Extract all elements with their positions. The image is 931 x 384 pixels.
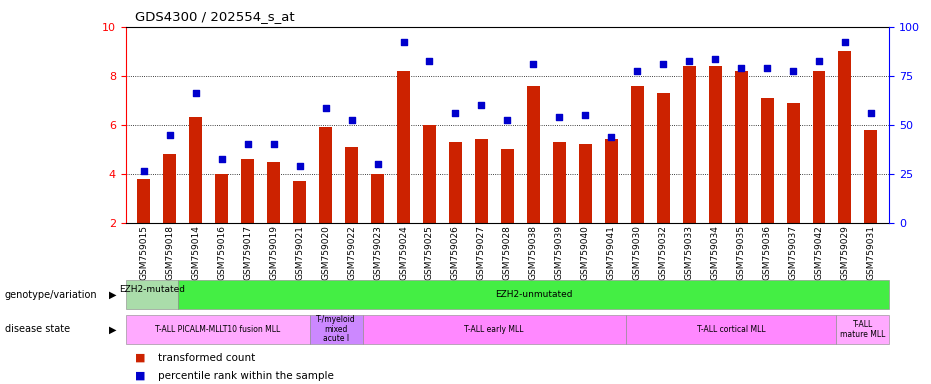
Bar xyxy=(813,71,826,223)
Point xyxy=(422,58,437,64)
Bar xyxy=(708,66,722,223)
Bar xyxy=(475,139,488,223)
Point xyxy=(500,117,515,123)
Point xyxy=(760,65,775,71)
Point xyxy=(604,134,619,140)
Text: percentile rank within the sample: percentile rank within the sample xyxy=(158,371,334,381)
Bar xyxy=(449,142,462,223)
Bar xyxy=(241,159,254,223)
Point xyxy=(162,131,177,138)
Point xyxy=(578,112,593,118)
Point xyxy=(396,38,411,45)
Text: T-ALL early MLL: T-ALL early MLL xyxy=(465,325,524,334)
Point xyxy=(266,141,281,147)
Text: transformed count: transformed count xyxy=(158,353,255,363)
Bar xyxy=(189,118,202,223)
Bar xyxy=(126,315,310,344)
Text: ■: ■ xyxy=(135,371,145,381)
Point xyxy=(318,104,333,111)
Text: GDS4300 / 202554_s_at: GDS4300 / 202554_s_at xyxy=(135,10,294,23)
Text: genotype/variation: genotype/variation xyxy=(5,290,97,300)
Point xyxy=(734,65,749,71)
Bar xyxy=(836,315,889,344)
Bar xyxy=(865,130,877,223)
Bar xyxy=(397,71,410,223)
Point xyxy=(240,141,255,147)
Bar xyxy=(371,174,385,223)
Bar xyxy=(310,315,362,344)
Bar xyxy=(579,144,592,223)
Point xyxy=(786,68,801,74)
Bar xyxy=(527,86,540,223)
Point xyxy=(812,58,827,64)
Text: ■: ■ xyxy=(135,353,145,363)
Bar xyxy=(787,103,800,223)
Text: T-ALL PICALM-MLLT10 fusion MLL: T-ALL PICALM-MLLT10 fusion MLL xyxy=(155,325,280,334)
Point xyxy=(708,56,722,62)
Bar xyxy=(630,86,643,223)
Text: T-/myeloid
mixed
acute l: T-/myeloid mixed acute l xyxy=(317,315,357,343)
Point xyxy=(448,109,463,116)
Text: T-ALL cortical MLL: T-ALL cortical MLL xyxy=(696,325,765,334)
Point xyxy=(655,61,670,67)
Point xyxy=(214,156,229,162)
Bar xyxy=(501,149,514,223)
Bar xyxy=(656,93,669,223)
Bar xyxy=(605,139,618,223)
Point xyxy=(552,114,567,121)
Bar xyxy=(682,66,695,223)
Bar xyxy=(362,315,626,344)
Bar xyxy=(138,179,150,223)
Bar xyxy=(553,142,566,223)
Bar xyxy=(839,51,852,223)
Point xyxy=(292,163,307,169)
Bar xyxy=(126,280,179,309)
Text: EZH2-unmutated: EZH2-unmutated xyxy=(495,290,573,299)
Bar xyxy=(423,125,436,223)
Bar xyxy=(626,315,836,344)
Bar xyxy=(735,71,748,223)
Bar xyxy=(215,174,228,223)
Text: T-ALL
mature MLL: T-ALL mature MLL xyxy=(840,320,885,339)
Point xyxy=(863,109,878,116)
Bar xyxy=(267,162,280,223)
Text: EZH2-mutated: EZH2-mutated xyxy=(119,285,185,305)
Point xyxy=(188,90,203,96)
Text: ▶: ▶ xyxy=(109,324,116,334)
Point xyxy=(474,102,489,108)
Point xyxy=(838,38,853,45)
Text: ▶: ▶ xyxy=(109,290,116,300)
Point xyxy=(526,61,541,67)
Bar xyxy=(163,154,176,223)
Bar xyxy=(293,181,306,223)
Point xyxy=(344,117,359,123)
Bar xyxy=(761,98,774,223)
Bar xyxy=(345,147,358,223)
Point xyxy=(371,161,385,167)
Point xyxy=(137,168,152,174)
Point xyxy=(681,58,696,64)
Point xyxy=(629,68,644,74)
Bar xyxy=(319,127,332,223)
Text: disease state: disease state xyxy=(5,324,70,334)
